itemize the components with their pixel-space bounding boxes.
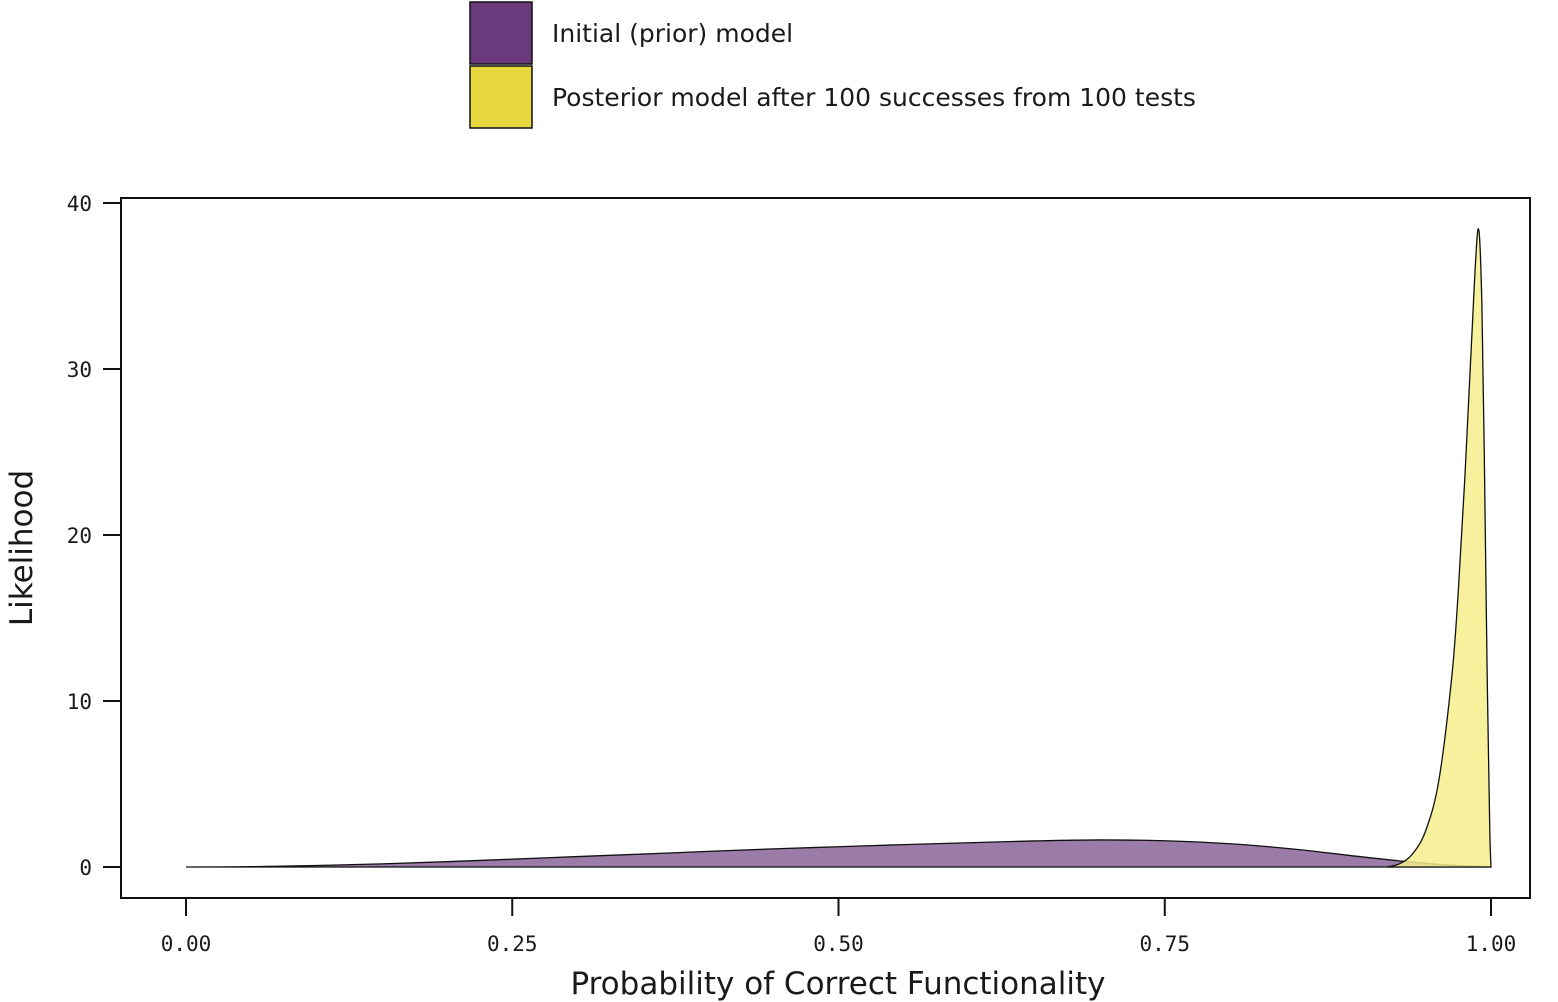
y-tick-label: 10 [67,690,92,714]
y-tick-label: 0 [79,856,92,880]
series-area-posterior [1386,228,1492,868]
x-axis: 0.00 0.25 0.50 0.75 1.00 [161,898,1517,956]
plot-frame [120,197,1531,899]
legend-swatch-posterior [469,65,533,129]
y-tick-label: 20 [67,524,92,548]
y-tick-label: 30 [67,358,92,382]
legend-swatch-prior [469,1,533,65]
y-tick-label: 40 [67,192,92,216]
x-tick-label: 0.75 [1139,932,1190,956]
y-axis: 0 10 20 30 40 [67,192,121,880]
x-tick-label: 0.00 [161,932,212,956]
x-tick-label: 0.25 [487,932,538,956]
plot-area [185,228,1492,868]
y-axis-title: Likelihood [4,470,40,626]
x-tick-label: 1.00 [1466,932,1517,956]
legend-label-prior: Initial (prior) model [552,19,793,48]
legend: Initial (prior) model Posterior model af… [469,1,1196,129]
series-area-prior [185,839,1492,868]
x-axis-title: Probability of Correct Functionality [570,966,1105,1002]
x-tick-label: 0.50 [813,932,864,956]
legend-label-posterior: Posterior model after 100 successes from… [552,83,1196,112]
